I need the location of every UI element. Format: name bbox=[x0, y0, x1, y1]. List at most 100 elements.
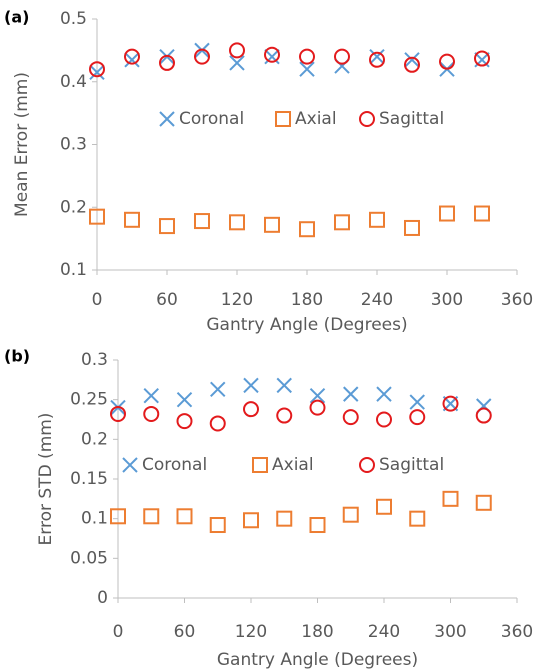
x-tick-label: 60 bbox=[156, 290, 178, 310]
x-tick-label: 0 bbox=[92, 290, 103, 310]
y-tick-label: 0.1 bbox=[81, 509, 108, 529]
point bbox=[376, 498, 392, 515]
point bbox=[276, 510, 293, 527]
point bbox=[474, 50, 490, 67]
point bbox=[176, 413, 193, 430]
point bbox=[475, 494, 492, 511]
y-tick-label: 0.5 bbox=[60, 9, 87, 29]
x-tick-label: 120 bbox=[235, 622, 267, 642]
x-tick-label: 60 bbox=[174, 622, 196, 642]
point bbox=[264, 46, 280, 63]
point bbox=[124, 48, 140, 65]
y-axis-title: Error STD (mm) bbox=[36, 413, 56, 546]
point bbox=[309, 399, 326, 416]
y-tick-label: 0.25 bbox=[70, 390, 108, 410]
point bbox=[475, 407, 492, 424]
point bbox=[369, 211, 385, 228]
legend-label: Coronal bbox=[142, 455, 207, 475]
legend-marker bbox=[275, 111, 291, 127]
point bbox=[376, 386, 392, 402]
x-axis-title: Gantry Angle (Degrees) bbox=[217, 650, 418, 670]
point bbox=[439, 53, 455, 70]
x-tick-label: 240 bbox=[368, 622, 400, 642]
point bbox=[89, 208, 105, 225]
x-tick-label: 360 bbox=[501, 622, 533, 642]
point bbox=[369, 51, 385, 68]
point bbox=[442, 395, 459, 412]
point bbox=[89, 64, 105, 81]
point bbox=[276, 377, 292, 394]
legend-label: Axial bbox=[295, 109, 337, 129]
y-tick-label: 0.1 bbox=[60, 260, 87, 280]
point bbox=[194, 48, 210, 65]
point bbox=[89, 61, 105, 78]
legend-label: Coronal bbox=[179, 109, 244, 129]
point bbox=[334, 214, 350, 231]
point bbox=[159, 54, 175, 71]
y-tick-label: 0.2 bbox=[81, 429, 108, 449]
point bbox=[309, 517, 326, 534]
point bbox=[376, 411, 392, 428]
x-axis-title: Gantry Angle (Degrees) bbox=[206, 315, 407, 335]
x-tick-label: 360 bbox=[501, 290, 533, 310]
point bbox=[243, 401, 259, 418]
point bbox=[409, 409, 426, 426]
x-tick-label: 0 bbox=[113, 622, 124, 642]
y-tick-label: 0.15 bbox=[70, 469, 108, 489]
point bbox=[194, 213, 210, 230]
y-tick-label: 0 bbox=[97, 588, 108, 608]
point bbox=[264, 48, 280, 65]
point bbox=[404, 219, 420, 236]
panel-label: (b) bbox=[4, 347, 30, 366]
point bbox=[299, 48, 315, 65]
point bbox=[159, 218, 175, 235]
y-axis-title: Mean Error (mm) bbox=[12, 72, 32, 217]
point bbox=[124, 52, 140, 68]
point bbox=[209, 415, 226, 432]
point bbox=[143, 508, 160, 525]
point bbox=[243, 377, 259, 394]
x-tick-label: 300 bbox=[434, 622, 466, 642]
legend-label: Sagittal bbox=[379, 109, 444, 129]
point bbox=[229, 42, 245, 59]
legend-marker bbox=[122, 457, 138, 473]
y-tick-label: 0.05 bbox=[70, 548, 108, 568]
point bbox=[409, 510, 426, 527]
x-tick-label: 300 bbox=[431, 290, 463, 310]
point bbox=[143, 405, 160, 422]
point bbox=[299, 221, 315, 238]
point bbox=[342, 506, 359, 523]
x-tick-label: 180 bbox=[301, 622, 333, 642]
x-tick-label: 180 bbox=[291, 290, 323, 310]
point bbox=[334, 48, 350, 65]
point bbox=[404, 52, 420, 68]
y-tick-label: 0.3 bbox=[60, 135, 87, 155]
y-tick-label: 0.3 bbox=[81, 350, 108, 370]
point bbox=[299, 61, 315, 77]
y-tick-label: 0.4 bbox=[60, 72, 87, 92]
point bbox=[409, 394, 425, 410]
point bbox=[264, 216, 280, 233]
point bbox=[342, 409, 359, 426]
point bbox=[343, 386, 359, 402]
legend-marker bbox=[359, 457, 375, 473]
point bbox=[442, 490, 459, 507]
point bbox=[210, 381, 226, 398]
panel-label: (a) bbox=[4, 8, 29, 27]
legend-marker bbox=[359, 111, 375, 127]
point bbox=[276, 407, 293, 424]
x-tick-label: 240 bbox=[361, 290, 393, 310]
point bbox=[229, 214, 245, 231]
point bbox=[439, 205, 455, 222]
point bbox=[110, 405, 126, 422]
point bbox=[229, 55, 245, 71]
point bbox=[369, 48, 385, 65]
point bbox=[309, 387, 326, 404]
point bbox=[404, 56, 420, 73]
legend-marker bbox=[252, 457, 268, 473]
x-tick-label: 120 bbox=[221, 290, 253, 310]
point bbox=[243, 512, 259, 529]
point bbox=[176, 391, 193, 408]
point bbox=[176, 508, 193, 525]
